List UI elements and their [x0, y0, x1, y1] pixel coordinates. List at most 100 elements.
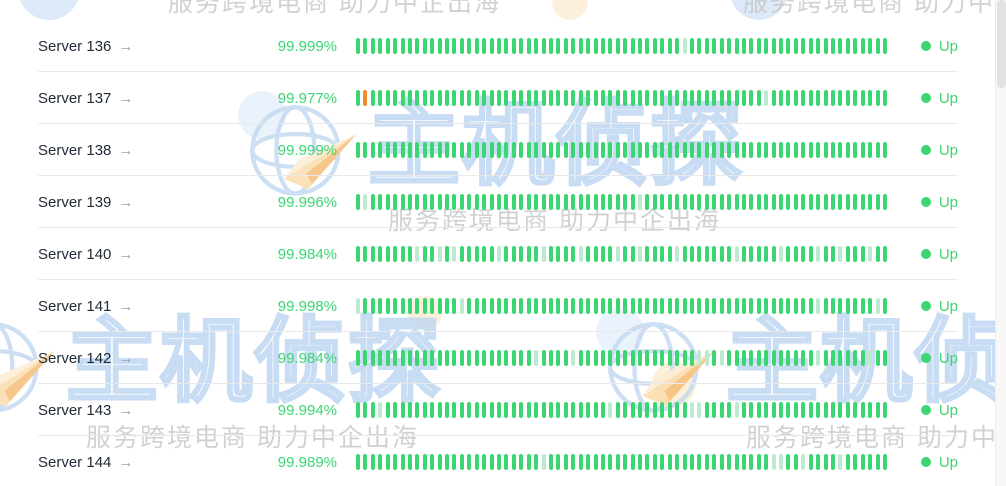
uptime-bar[interactable]	[430, 38, 435, 54]
uptime-bar[interactable]	[734, 298, 739, 314]
uptime-bar[interactable]	[497, 90, 502, 106]
uptime-bar[interactable]	[801, 142, 806, 158]
uptime-bar[interactable]	[556, 142, 561, 158]
uptime-bar[interactable]	[356, 246, 360, 262]
uptime-bar[interactable]	[831, 38, 835, 54]
uptime-bar[interactable]	[682, 454, 687, 470]
uptime-bar[interactable]	[853, 454, 858, 470]
uptime-bar[interactable]	[779, 90, 784, 106]
uptime-bar[interactable]	[682, 194, 687, 210]
uptime-bar[interactable]	[704, 402, 709, 418]
uptime-bar[interactable]	[652, 90, 657, 106]
uptime-bar[interactable]	[764, 90, 769, 106]
uptime-bar[interactable]	[474, 246, 479, 262]
uptime-bar[interactable]	[586, 38, 591, 54]
uptime-bar[interactable]	[868, 90, 873, 106]
uptime-bar[interactable]	[786, 142, 791, 158]
uptime-bar[interactable]	[638, 350, 643, 366]
uptime-bar[interactable]	[764, 454, 769, 470]
uptime-bar[interactable]	[370, 38, 375, 54]
uptime-bar[interactable]	[831, 298, 835, 314]
uptime-bar[interactable]	[682, 402, 687, 418]
uptime-bar[interactable]	[712, 298, 717, 314]
uptime-bar[interactable]	[764, 402, 769, 418]
uptime-bar[interactable]	[652, 454, 657, 470]
uptime-bar[interactable]	[593, 402, 598, 418]
uptime-bar[interactable]	[756, 90, 761, 106]
uptime-bar[interactable]	[630, 90, 635, 106]
uptime-bar[interactable]	[845, 454, 850, 470]
uptime-bar[interactable]	[400, 402, 405, 418]
uptime-bar[interactable]	[727, 90, 732, 106]
uptime-bar[interactable]	[793, 38, 798, 54]
uptime-bar[interactable]	[660, 194, 665, 210]
uptime-bar[interactable]	[356, 142, 360, 158]
uptime-bar[interactable]	[548, 454, 553, 470]
uptime-bar[interactable]	[482, 38, 487, 54]
uptime-bar[interactable]	[548, 402, 553, 418]
uptime-bar[interactable]	[593, 38, 598, 54]
uptime-bar[interactable]	[400, 298, 405, 314]
uptime-bar[interactable]	[356, 350, 360, 366]
uptime-bar[interactable]	[689, 90, 694, 106]
uptime-bar[interactable]	[385, 454, 390, 470]
uptime-bar[interactable]	[467, 298, 472, 314]
uptime-bar[interactable]	[860, 142, 865, 158]
uptime-bar[interactable]	[853, 402, 858, 418]
uptime-bar[interactable]	[541, 90, 546, 106]
uptime-bar[interactable]	[548, 350, 553, 366]
uptime-bar[interactable]	[630, 38, 635, 54]
uptime-bar[interactable]	[430, 142, 435, 158]
uptime-bar[interactable]	[749, 454, 754, 470]
uptime-bar[interactable]	[727, 454, 732, 470]
uptime-bar[interactable]	[638, 454, 643, 470]
uptime-bar[interactable]	[578, 454, 583, 470]
uptime-bar[interactable]	[489, 298, 494, 314]
uptime-bar[interactable]	[853, 38, 858, 54]
scrollbar[interactable]	[995, 0, 1006, 486]
uptime-bar[interactable]	[370, 350, 375, 366]
uptime-bar[interactable]	[838, 90, 843, 106]
uptime-bar[interactable]	[385, 246, 390, 262]
uptime-bar[interactable]	[638, 298, 643, 314]
uptime-bar[interactable]	[615, 246, 620, 262]
uptime-bar[interactable]	[838, 454, 843, 470]
uptime-bar[interactable]	[356, 454, 360, 470]
uptime-bar[interactable]	[697, 142, 702, 158]
uptime-bar[interactable]	[801, 402, 806, 418]
uptime-bar[interactable]	[437, 454, 442, 470]
uptime-bar[interactable]	[860, 38, 865, 54]
uptime-bar[interactable]	[816, 454, 821, 470]
uptime-bar[interactable]	[363, 142, 368, 158]
uptime-bar[interactable]	[474, 38, 479, 54]
uptime-bar[interactable]	[437, 142, 442, 158]
uptime-bar[interactable]	[756, 402, 761, 418]
uptime-bar[interactable]	[400, 142, 405, 158]
uptime-bar[interactable]	[734, 350, 739, 366]
uptime-bar[interactable]	[415, 90, 420, 106]
uptime-bar[interactable]	[497, 246, 502, 262]
uptime-bar[interactable]	[430, 454, 435, 470]
uptime-bar[interactable]	[600, 90, 605, 106]
uptime-bar[interactable]	[816, 298, 821, 314]
uptime-bar[interactable]	[704, 142, 709, 158]
uptime-bar[interactable]	[482, 90, 487, 106]
uptime-bar[interactable]	[675, 90, 680, 106]
uptime-bar[interactable]	[511, 38, 516, 54]
uptime-bar[interactable]	[645, 298, 650, 314]
uptime-bar[interactable]	[489, 402, 494, 418]
uptime-bar[interactable]	[422, 402, 427, 418]
uptime-bar[interactable]	[511, 350, 516, 366]
uptime-bar[interactable]	[504, 246, 509, 262]
uptime-bar[interactable]	[356, 298, 360, 314]
uptime-bar[interactable]	[831, 194, 835, 210]
uptime-bar[interactable]	[556, 38, 561, 54]
uptime-bar[interactable]	[356, 90, 360, 106]
uptime-bar[interactable]	[667, 350, 672, 366]
uptime-bar[interactable]	[571, 454, 576, 470]
uptime-bar[interactable]	[838, 142, 843, 158]
uptime-bar[interactable]	[363, 402, 368, 418]
server-name-link[interactable]: Server 140	[38, 245, 112, 263]
uptime-bar[interactable]	[667, 454, 672, 470]
uptime-bar[interactable]	[511, 90, 516, 106]
